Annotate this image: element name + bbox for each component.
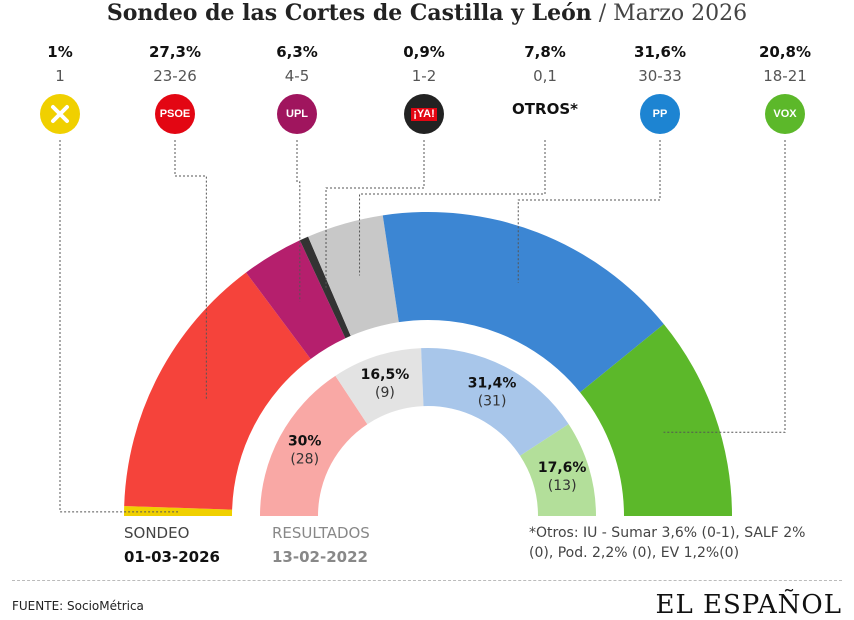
logo-text: ¡YA!	[411, 107, 437, 121]
resultados-value-label: 16,5%	[361, 367, 410, 383]
party-header-soria-ya: 0,9% 1-2 ¡YA!	[369, 42, 479, 134]
sondeo-date: 01-03-2026	[124, 548, 220, 566]
resultados-labels: 30% (28) 16,5% (9) 31,4% (31) 17,6% (13)	[288, 367, 587, 494]
party-pct: 1%	[47, 43, 73, 61]
sondeo-segment-5	[382, 212, 664, 393]
leader-line-4	[359, 140, 546, 276]
leader-line-5	[517, 140, 661, 283]
party-pct: 20,8%	[758, 43, 812, 61]
party-seats: 1	[55, 67, 65, 85]
party-pct: 0,9%	[403, 43, 445, 61]
sondeo-segment-1	[124, 272, 311, 510]
party-header-pp: 31,6% 30-33 PP	[605, 42, 715, 134]
resultados-segment-1	[335, 348, 424, 425]
sondeo-segment-6	[580, 324, 732, 516]
footnote: *Otros: IU - Sumar 3,6% (0-1), SALF 2% (…	[529, 525, 806, 561]
source-credit: FUENTE: SocioMétrica	[12, 599, 144, 613]
party-header-psoe: 27,3% 23-26 PSOE	[120, 42, 230, 134]
resultados-seat-label: (31)	[478, 394, 507, 410]
chart-title-separator: /	[591, 1, 614, 26]
sondeo-segment-4	[308, 215, 399, 336]
logo-text: UPL	[286, 107, 308, 120]
sondeo-segment-2	[246, 240, 346, 359]
resultados-seat-label: (13)	[548, 478, 577, 494]
party-pct: 6,3%	[276, 43, 318, 61]
footer-divider	[12, 580, 842, 581]
leader-lines	[59, 140, 786, 513]
sondeo-segment-3	[299, 236, 351, 339]
resultados-value-label: 31,4%	[468, 376, 517, 392]
resultados-segment-0	[260, 375, 368, 516]
pp-logo-icon: PP	[640, 94, 680, 134]
sondeo-segment-0	[124, 506, 233, 516]
chart-title-main: Sondeo de las Cortes de Castilla y León	[106, 0, 592, 26]
leader-line-3	[325, 140, 425, 288]
resultados-ring	[260, 348, 596, 516]
resultados-value-label: 17,6%	[538, 460, 587, 476]
resultados-seat-label: (28)	[290, 452, 319, 468]
leader-line-2	[296, 140, 301, 302]
psoe-logo-icon: PSOE	[155, 94, 195, 134]
chart-title: Sondeo de las Cortes de Castilla y León …	[0, 0, 854, 27]
resultados-label: RESULTADOS	[272, 524, 370, 542]
resultados-date: 13-02-2022	[272, 548, 368, 566]
party-pct: 31,6%	[633, 43, 687, 61]
party-header-vox: 20,8% 18-21 VOX	[730, 42, 840, 134]
brand-logo: EL ESPAÑOL	[655, 590, 842, 620]
party-pct: 7,8%	[524, 43, 566, 61]
soria-ya-logo-icon: ¡YA!	[404, 94, 444, 134]
vox-logo-icon: VOX	[765, 94, 805, 134]
otros-label: OTROS*	[512, 100, 578, 118]
sondeo-ring	[124, 212, 732, 516]
resultados-seat-label: (9)	[375, 385, 395, 401]
party-header-otros: 7,8% 0,1 OTROS*	[490, 42, 600, 118]
party-seats: 1-2	[411, 67, 437, 85]
party-seats: 4-5	[284, 67, 310, 85]
party-pct: 27,3%	[148, 43, 202, 61]
resultados-segment-2	[421, 348, 569, 456]
party-seats: 23-26	[153, 67, 197, 85]
resultados-segment-3	[520, 424, 596, 516]
sondeo-label: SONDEO	[124, 524, 190, 542]
resultados-value-label: 30%	[288, 434, 322, 450]
logo-text: PP	[652, 107, 668, 120]
party-seats: 30-33	[638, 67, 682, 85]
upl-logo-icon: UPL	[277, 94, 317, 134]
party-header-upl: 6,3% 4-5 UPL	[242, 42, 352, 134]
leader-line-6	[663, 140, 786, 433]
chart-title-date: Marzo 2026	[613, 1, 748, 26]
x-cross-icon	[40, 94, 80, 134]
leader-line-1	[174, 140, 207, 401]
logo-text: PSOE	[159, 107, 191, 120]
party-seats: 0,1	[533, 67, 557, 85]
logo-text: VOX	[773, 107, 797, 120]
party-header-iu: 1% 1	[5, 42, 115, 134]
party-seats: 18-21	[763, 67, 807, 85]
